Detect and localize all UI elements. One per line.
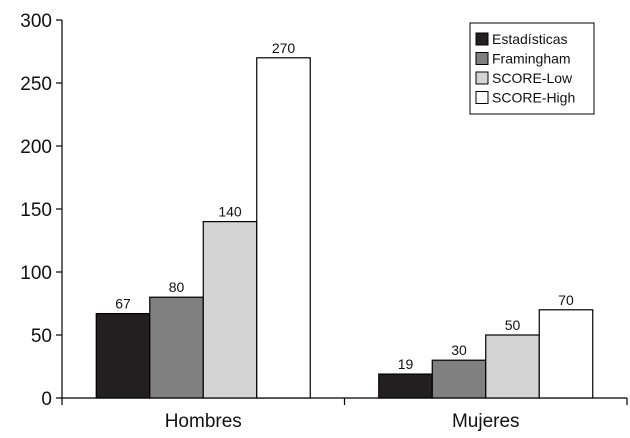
y-axis-ticks: 0 50 100 150 200 250 300 bbox=[20, 11, 62, 410]
x-axis-ticks: Hombres Mujeres bbox=[61, 398, 628, 432]
y-tick-label: 200 bbox=[20, 137, 52, 158]
x-category-label: Mujeres bbox=[452, 411, 520, 432]
bar bbox=[431, 359, 487, 399]
legend-swatch bbox=[475, 71, 489, 85]
data-label: 140 bbox=[218, 204, 242, 220]
legend-box bbox=[469, 22, 595, 115]
data-label: 50 bbox=[505, 317, 521, 333]
y-tick-label: 300 bbox=[20, 11, 52, 32]
bar bbox=[538, 309, 594, 399]
bar bbox=[378, 373, 433, 399]
legend-swatch bbox=[475, 32, 489, 46]
y-tick-label: 0 bbox=[41, 389, 52, 410]
data-label: 80 bbox=[169, 279, 185, 295]
bar bbox=[149, 296, 204, 399]
legend-label: SCORE-High bbox=[492, 90, 575, 106]
y-tick-label: 50 bbox=[31, 326, 52, 347]
data-label: 30 bbox=[451, 342, 467, 358]
legend: Estadísticas Framingham SCORE-Low SCORE-Hig… bbox=[469, 22, 595, 115]
x-category-label: Hombres bbox=[165, 411, 242, 432]
bar bbox=[95, 312, 151, 399]
y-tick-label: 250 bbox=[20, 74, 52, 95]
y-tick-label: 100 bbox=[20, 263, 52, 284]
legend-swatch bbox=[475, 52, 489, 65]
bar bbox=[485, 334, 540, 399]
bars bbox=[95, 57, 594, 399]
legend-label: Estadísticas bbox=[492, 31, 567, 47]
data-label: 270 bbox=[272, 40, 296, 56]
legend-label: SCORE-Low bbox=[492, 70, 573, 86]
bar bbox=[202, 221, 258, 399]
legend-label: Framingham bbox=[492, 51, 571, 67]
data-label: 67 bbox=[115, 296, 131, 312]
y-tick-label: 150 bbox=[20, 200, 52, 221]
data-labels: 67 80 140 270 19 30 50 70 bbox=[115, 40, 574, 372]
bar bbox=[256, 57, 311, 399]
data-label: 19 bbox=[398, 356, 414, 372]
legend-swatch bbox=[475, 91, 489, 104]
data-label: 70 bbox=[558, 292, 574, 308]
